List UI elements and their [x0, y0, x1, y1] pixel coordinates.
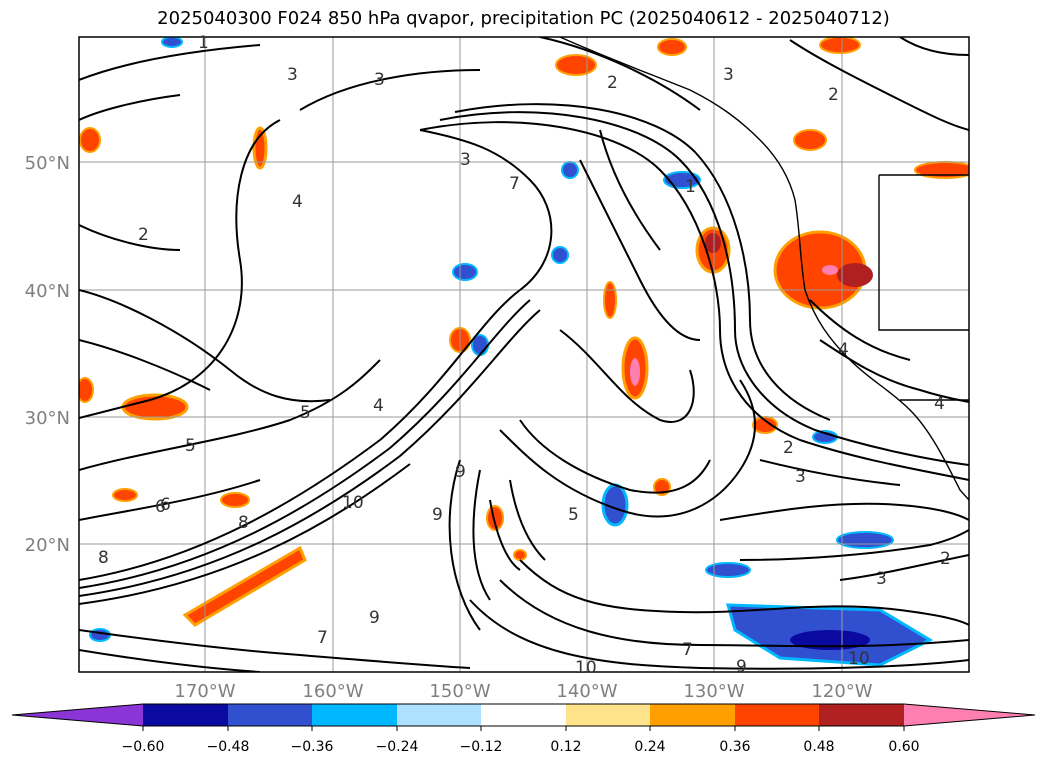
contour-label: 3 — [460, 150, 471, 170]
contour-label: 3 — [795, 467, 806, 487]
colorbar-segment — [819, 704, 904, 726]
colorbar: −0.60 −0.48 −0.36 −0.24 −0.12 0.12 0.24 … — [11, 703, 1036, 755]
contour-label: 10 — [848, 649, 870, 669]
colorbar-extend-low — [12, 704, 143, 726]
colorbar-tick-label: 0.24 — [634, 739, 665, 755]
contour-label: 5 — [185, 436, 196, 456]
latitude-labels: 50°N 40°N 30°N 20°N — [25, 153, 70, 556]
colorbar-tick-label: −0.60 — [122, 739, 165, 755]
contour-label: 9 — [736, 657, 747, 677]
colorbar-segment — [397, 704, 481, 726]
contour-label: 2 — [828, 85, 839, 105]
colorbar-tick-label: −0.48 — [207, 739, 250, 755]
contour-label: 5 — [300, 403, 311, 423]
contour-labels: 1 2 3 3 3 3 4 4 5 5 5 6 7 7 8 8 9 9 9 10… — [98, 33, 951, 678]
contour-label: 1 — [685, 177, 696, 197]
contour-label: 10 — [342, 493, 364, 513]
colorbar-tick-label: 0.12 — [550, 739, 581, 755]
contour-label: 3 — [723, 65, 734, 85]
contour-label: 3 — [374, 70, 385, 90]
plot-title: 2025040300 F024 850 hPa qvapor, precipit… — [157, 8, 890, 29]
contour-label: 4 — [373, 396, 384, 416]
contour-label: 2 — [783, 438, 794, 458]
contour-label: 2 — [940, 549, 951, 569]
colorbar-segment — [735, 704, 819, 726]
coastline — [559, 37, 969, 501]
contour-label: 6 — [160, 495, 171, 515]
contour-label: 10 — [575, 658, 597, 678]
colorbar-tick-label: −0.36 — [291, 739, 334, 755]
contour-label: 8 — [238, 513, 249, 533]
contour-label: 4 — [292, 192, 303, 212]
lon-label: 140°W — [556, 681, 617, 702]
colorbar-tick-label: −0.24 — [376, 739, 419, 755]
colorbar-segment — [228, 704, 312, 726]
colorbar-tick-label: 0.36 — [719, 739, 750, 755]
colorbar-ticks — [142, 726, 905, 731]
contour-label: 6 — [155, 497, 166, 517]
map-background — [79, 37, 969, 672]
colorbar-tick-labels: −0.60 −0.48 −0.36 −0.24 −0.12 0.12 0.24 … — [122, 739, 920, 755]
colorbar-segment — [650, 704, 735, 726]
contour-label: 7 — [317, 628, 328, 648]
lon-label: 170°W — [174, 681, 235, 702]
colorbar-segment — [566, 704, 650, 726]
colorbar-tick-label: 0.48 — [803, 739, 834, 755]
contour-label: 4 — [838, 340, 849, 360]
colorbar-segment — [312, 704, 397, 726]
contour-label: 4 — [934, 394, 945, 414]
lat-label: 40°N — [25, 281, 70, 302]
qvapor-contours — [79, 37, 969, 672]
lat-label: 20°N — [25, 535, 70, 556]
lat-label: 30°N — [25, 408, 70, 429]
contour-label: 9 — [455, 462, 466, 482]
longitude-labels: 170°W 160°W 150°W 140°W 130°W 120°W — [174, 681, 872, 702]
lon-label: 120°W — [811, 681, 872, 702]
lat-label: 50°N — [25, 153, 70, 174]
contour-label: 9 — [369, 608, 380, 628]
lon-label: 130°W — [683, 681, 744, 702]
lon-label: 160°W — [302, 681, 363, 702]
contour-label: 2 — [607, 73, 618, 93]
lon-label: 150°W — [429, 681, 490, 702]
map-content — [79, 37, 969, 672]
map-frame — [78, 36, 970, 673]
colorbar-extend-high — [904, 704, 1035, 726]
contour-label: 3 — [287, 65, 298, 85]
contour-label: 5 — [568, 505, 579, 525]
colorbar-tick-label: 0.60 — [888, 739, 919, 755]
contour-label: 1 — [198, 33, 209, 53]
contour-label: 9 — [432, 505, 443, 525]
contour-label: 7 — [509, 174, 520, 194]
colorbar-tick-label: −0.12 — [460, 739, 503, 755]
contour-label: 8 — [98, 548, 109, 568]
contour-label: 7 — [682, 640, 693, 660]
contour-label: 3 — [876, 569, 887, 589]
colorbar-segment — [481, 704, 566, 726]
contour-label: 2 — [138, 225, 149, 245]
colorbar-segment — [143, 704, 228, 726]
